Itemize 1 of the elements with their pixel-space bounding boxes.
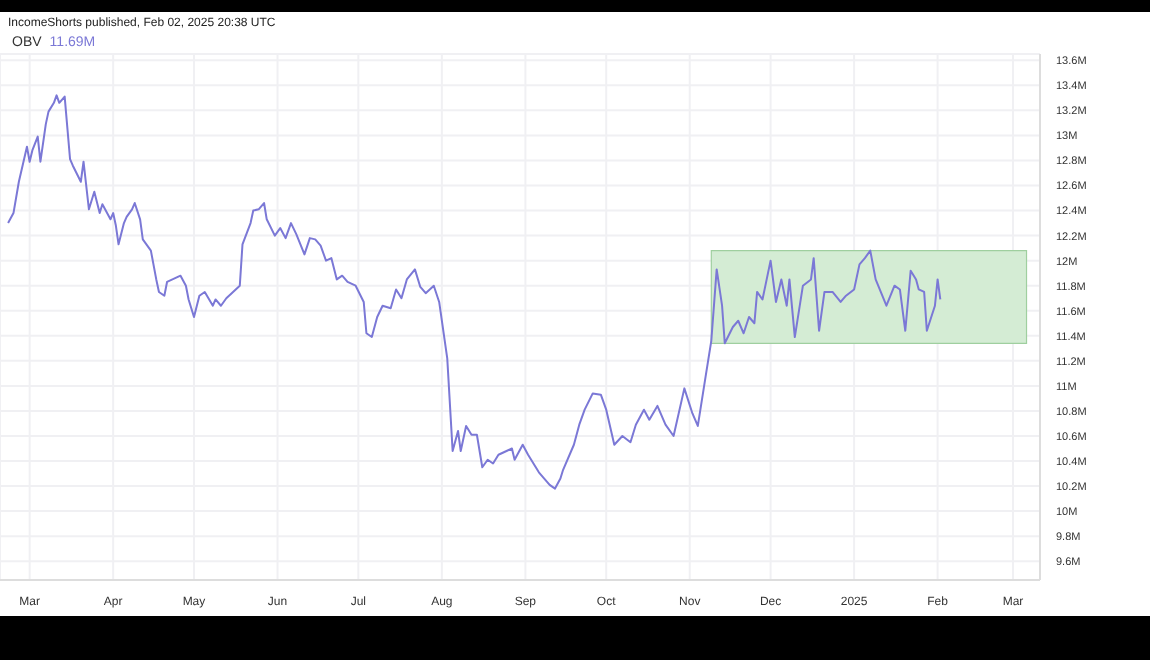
line-series — [7, 94, 942, 490]
